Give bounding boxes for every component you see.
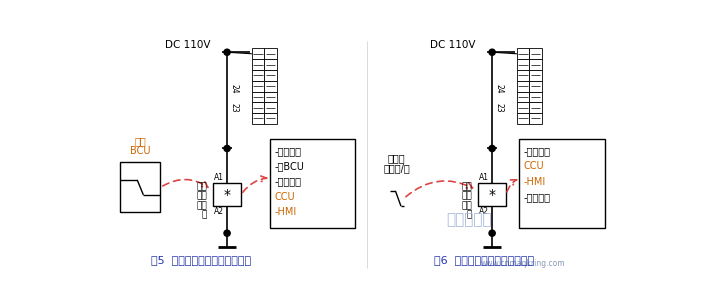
Text: www.cnmaqkring.com: www.cnmaqkring.com bbox=[481, 259, 565, 269]
Circle shape bbox=[489, 230, 496, 236]
Bar bbox=[517, 49, 529, 59]
Bar bbox=[529, 102, 542, 113]
Text: 器: 器 bbox=[466, 210, 472, 219]
Bar bbox=[252, 113, 265, 124]
Text: BCU: BCU bbox=[130, 146, 150, 156]
Text: CCU: CCU bbox=[524, 161, 545, 171]
Bar bbox=[252, 49, 265, 59]
Bar bbox=[529, 91, 542, 102]
Text: *: * bbox=[224, 188, 230, 202]
Bar bbox=[529, 81, 542, 91]
Text: 继电: 继电 bbox=[196, 201, 207, 210]
Text: 继电: 继电 bbox=[461, 201, 472, 210]
Text: 环路: 环路 bbox=[196, 182, 207, 192]
Bar bbox=[270, 139, 355, 228]
Text: -HMI: -HMI bbox=[524, 177, 546, 187]
Text: CCU: CCU bbox=[275, 192, 295, 202]
Bar bbox=[265, 49, 277, 59]
Text: 路开关: 路开关 bbox=[388, 154, 406, 164]
Circle shape bbox=[489, 49, 496, 55]
Bar bbox=[517, 102, 529, 113]
Bar bbox=[517, 70, 529, 81]
Bar bbox=[252, 81, 265, 91]
Text: A2: A2 bbox=[214, 207, 224, 216]
Text: A2: A2 bbox=[479, 207, 489, 216]
Text: 状态: 状态 bbox=[461, 192, 472, 201]
Bar bbox=[120, 162, 160, 212]
Text: A1: A1 bbox=[479, 173, 489, 182]
Text: 继电器/旁: 继电器/旁 bbox=[384, 163, 410, 173]
Text: 输出: 输出 bbox=[134, 137, 146, 146]
Bar bbox=[519, 139, 605, 228]
Text: DC 110V: DC 110V bbox=[429, 40, 475, 50]
Bar bbox=[265, 102, 277, 113]
Text: -HMI: -HMI bbox=[275, 208, 297, 217]
Bar bbox=[252, 91, 265, 102]
Bar bbox=[252, 70, 265, 81]
Bar bbox=[529, 113, 542, 124]
Bar bbox=[252, 59, 265, 70]
Text: 24: 24 bbox=[494, 84, 503, 94]
Text: 图5  停放制动监控环路逻辑关系: 图5 停放制动监控环路逻辑关系 bbox=[151, 255, 252, 265]
Bar bbox=[517, 91, 529, 102]
Circle shape bbox=[224, 230, 230, 236]
Bar bbox=[265, 70, 277, 81]
Text: 23: 23 bbox=[494, 103, 503, 113]
Text: 状态: 状态 bbox=[196, 192, 207, 201]
Text: -到BCU: -到BCU bbox=[275, 161, 304, 171]
Bar bbox=[517, 59, 529, 70]
Text: DC 110V: DC 110V bbox=[165, 40, 210, 50]
Bar bbox=[517, 113, 529, 124]
Circle shape bbox=[224, 49, 230, 55]
Bar bbox=[478, 183, 506, 206]
Text: 24: 24 bbox=[230, 84, 238, 94]
Text: -声光警报: -声光警报 bbox=[524, 192, 551, 202]
Text: -到网络及: -到网络及 bbox=[275, 177, 302, 187]
Bar bbox=[213, 183, 241, 206]
Text: -到网络及: -到网络及 bbox=[524, 146, 551, 156]
Text: -紧急制动: -紧急制动 bbox=[275, 146, 302, 156]
Text: 图6  火灾报警监控环路逻辑关系: 图6 火灾报警监控环路逻辑关系 bbox=[434, 255, 535, 265]
Bar bbox=[265, 113, 277, 124]
Bar bbox=[265, 91, 277, 102]
Bar bbox=[517, 81, 529, 91]
Text: 23: 23 bbox=[230, 103, 238, 113]
Text: *: * bbox=[488, 188, 496, 202]
Text: A1: A1 bbox=[214, 173, 224, 182]
Circle shape bbox=[224, 146, 230, 152]
Bar bbox=[529, 70, 542, 81]
Bar bbox=[265, 81, 277, 91]
Bar bbox=[252, 102, 265, 113]
Text: 中国期刊网: 中国期刊网 bbox=[446, 213, 492, 227]
Bar bbox=[529, 59, 542, 70]
Text: 器: 器 bbox=[202, 210, 207, 219]
Bar bbox=[265, 59, 277, 70]
Circle shape bbox=[489, 146, 496, 152]
Bar bbox=[529, 49, 542, 59]
Text: 环路: 环路 bbox=[461, 182, 472, 192]
